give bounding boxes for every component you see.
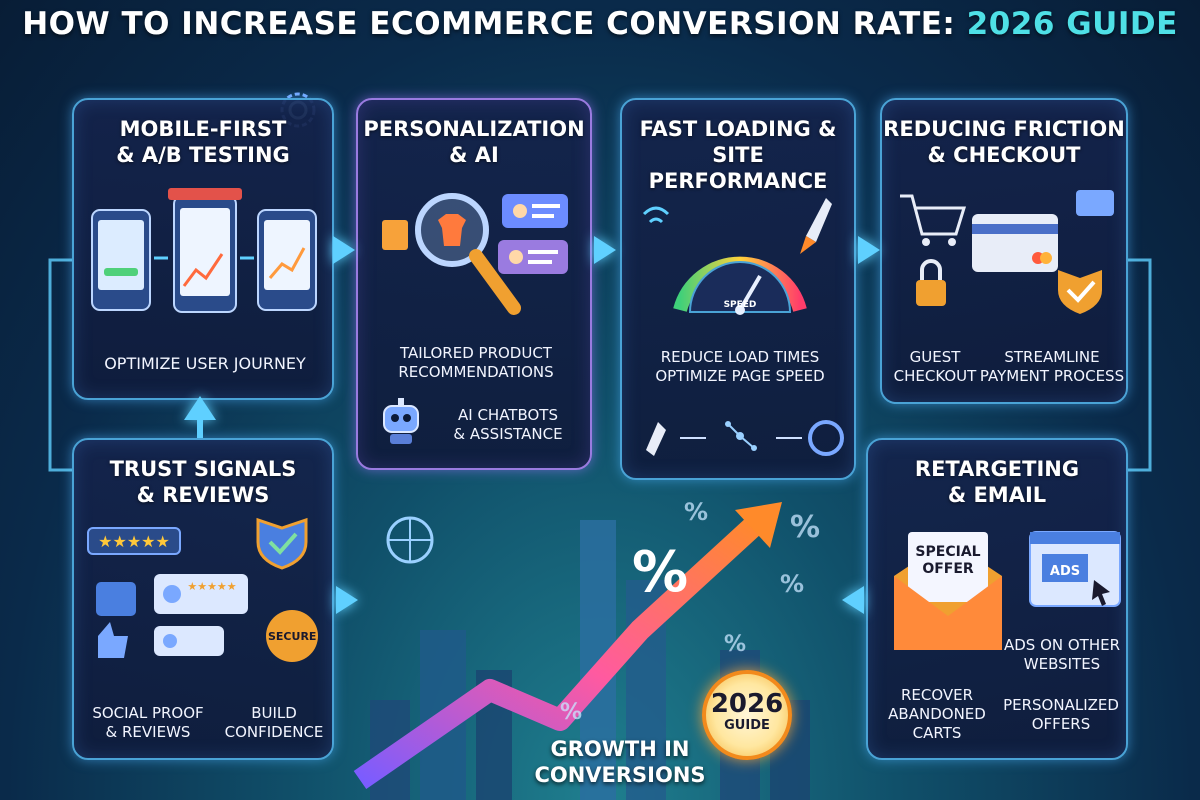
special-offer-label: Special Offer — [915, 544, 981, 577]
card-title-performance: Fast Loading & Site Performance — [639, 117, 837, 193]
arrow-personalization-to-performance — [594, 236, 616, 264]
phones-illustration-icon — [91, 188, 317, 313]
caption-recover-carts: Recover Abandoned Carts — [888, 686, 986, 742]
network-rocket-icon — [646, 420, 844, 456]
gauge-label: SPEED — [723, 300, 757, 310]
caption-ai-chatbots: AI Chatbots & Assistance — [453, 406, 563, 443]
card-title-mobile: Mobile-First & A/B Testing — [116, 117, 290, 167]
card-retargeting: Retargeting & Email Special Offer ADS Ad… — [866, 438, 1128, 760]
caption-build-confidence: Build Confidence — [224, 704, 324, 741]
caption-guest-checkout: Guest Checkout — [893, 348, 977, 385]
percent-symbol-small-4: % — [724, 632, 747, 657]
caption-tailored-recommendations: Tailored Product Recommendations — [398, 344, 554, 381]
secure-badge: SECURE — [268, 630, 317, 643]
ads-label: ADS — [1049, 564, 1081, 579]
percent-symbol-small-5: % — [560, 700, 583, 725]
svg-text:★★★★★: ★★★★★ — [187, 580, 236, 593]
reviews-illustration-icon: ★★★★★ ★★★★★ — [87, 517, 318, 662]
checkout-illustration-icon — [900, 190, 1114, 314]
growth-in-conversions-label: Growth in Conversions — [534, 737, 706, 787]
badge-year: 2026 — [710, 689, 784, 719]
card-title-retargeting: Retargeting & Email — [914, 457, 1080, 507]
speedometer-icon — [642, 198, 832, 315]
page-title: How to Increase Ecommerce Conversion Rat… — [0, 6, 1200, 42]
card-personalization: Personalization & AI Tailored Product Re… — [356, 98, 592, 470]
card-title-checkout: Reducing Friction & Checkout — [883, 117, 1125, 167]
badge-label: GUIDE — [724, 718, 770, 733]
percent-symbol-small-2: % — [790, 510, 821, 545]
percent-symbol-large: % — [632, 540, 689, 605]
arrow-trust-to-mobile — [184, 396, 216, 420]
title-accent: 2026 Guide — [966, 6, 1178, 42]
caption-streamline-payment: Streamline Payment Process — [979, 348, 1125, 385]
card-title-personalization: Personalization & AI — [363, 117, 585, 167]
card-trust: Trust Signals & Reviews ★★★★★ ★★★★★ SECU… — [72, 438, 334, 760]
card-performance: Fast Loading & Site Performance SPEED Re… — [620, 98, 856, 480]
envelope-icon — [894, 532, 1002, 650]
robot-icon — [383, 398, 419, 444]
caption-social-proof: Social Proof & Reviews — [92, 704, 204, 741]
card-title-trust: Trust Signals & Reviews — [109, 457, 297, 507]
percent-symbol-small-1: % — [684, 498, 709, 526]
guide-year-badge: 2026 GUIDE — [702, 670, 792, 760]
arrow-mobile-to-personalization — [333, 236, 355, 264]
title-main: How to Increase Ecommerce Conversion Rat… — [22, 6, 956, 42]
arrow-retargeting-to-center — [842, 586, 864, 614]
caption-personalized-offers: Personalized Offers — [1003, 696, 1119, 733]
arrow-performance-to-checkout — [858, 236, 880, 264]
arrow-trust-to-center — [336, 586, 358, 614]
percent-symbol-small-3: % — [780, 570, 805, 598]
card-checkout: Reducing Friction & Checkout Guest Check… — [880, 98, 1128, 404]
svg-text:★★★★★: ★★★★★ — [98, 532, 170, 551]
magnifier-icon — [382, 193, 568, 315]
browser-ads-icon — [1029, 531, 1121, 607]
caption-optimize-journey: Optimize User Journey — [104, 354, 306, 373]
caption-reduce-load: Reduce Load Times Optimize Page Speed — [655, 348, 825, 385]
caption-ads-other-sites: Ads on Other Websites — [1003, 636, 1121, 673]
